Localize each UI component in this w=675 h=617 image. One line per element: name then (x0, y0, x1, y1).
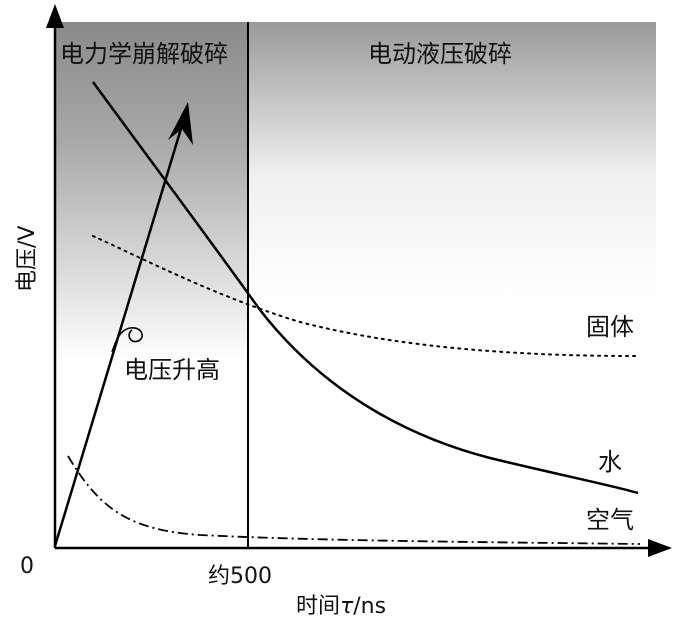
region-left-shade (55, 22, 248, 362)
x-axis-label-prefix: 时间 (296, 594, 340, 617)
voltage-rise-label: 电压升高 (124, 356, 220, 384)
water-curve-label: 水 (598, 448, 622, 476)
solid-curve (92, 235, 637, 357)
y-axis-label: 电压/V (15, 226, 40, 292)
x-axis-label-suffix: /ns (353, 594, 386, 617)
y-axis-arrow (46, 4, 64, 28)
origin-label: 0 (20, 554, 34, 579)
region-label-right: 电动液压破碎 (368, 40, 512, 68)
air-curve-label: 空气 (586, 506, 634, 534)
voltage-rise-line (53, 121, 185, 547)
annotation-leader (111, 327, 143, 353)
x-axis-label: 时间τ/ns (296, 594, 386, 617)
x-tick-label: 约500 (208, 564, 272, 589)
water-curve (91, 81, 639, 495)
voltage-rise-arrowhead (168, 102, 193, 145)
solid-curve-label: 固体 (586, 313, 634, 341)
x-axis-label-var: τ (340, 594, 354, 617)
region-right-shade (248, 22, 656, 302)
x-axis-arrow (648, 539, 672, 557)
air-curve (67, 455, 641, 545)
region-label-left: 电力学崩解破碎 (60, 40, 228, 68)
